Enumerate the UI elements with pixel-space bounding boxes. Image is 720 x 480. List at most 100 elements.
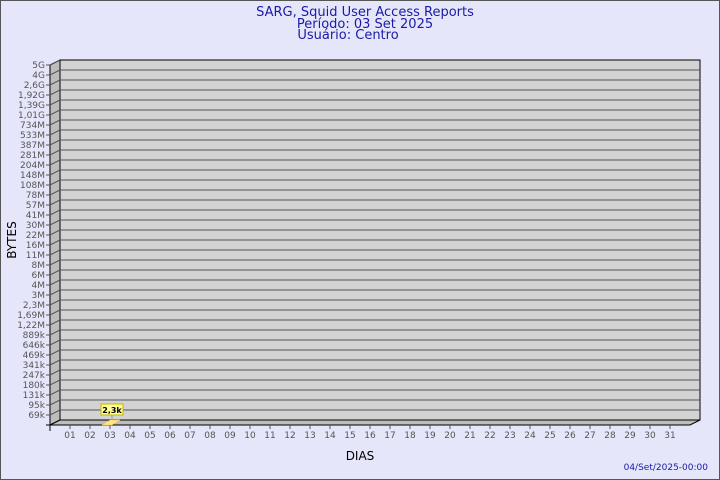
y-tick-label: 148M [20, 171, 45, 181]
x-tick-label: 18 [404, 431, 416, 441]
y-tick [46, 119, 61, 126]
y-tick-label: 5G [32, 61, 45, 71]
y-tick [46, 369, 61, 376]
y-tick [46, 399, 61, 406]
x-tick-label: 13 [304, 431, 315, 441]
y-tick [46, 219, 61, 226]
y-tick [46, 229, 61, 236]
x-tick-label: 20 [444, 431, 456, 441]
y-tick-label: 387M [20, 141, 45, 151]
y-tick-label: 341k [23, 361, 46, 371]
x-tick-label: 22 [484, 431, 495, 441]
x-tick-label: 19 [424, 431, 436, 441]
y-tick-label: 16M [26, 241, 45, 251]
y-tick [46, 109, 61, 116]
y-tick-label: 4M [32, 281, 46, 291]
x-tick-label: 05 [144, 431, 155, 441]
y-tick-label: 11M [26, 251, 45, 261]
y-tick [46, 389, 61, 396]
y-tick [46, 99, 61, 106]
y-tick-label: 30M [26, 221, 45, 231]
x-tick-label: 26 [564, 431, 576, 441]
x-tick-label: 07 [184, 431, 195, 441]
y-tick [46, 239, 61, 246]
y-tick-label: 889k [23, 331, 46, 341]
y-tick-label: 69k [28, 411, 45, 421]
y-tick [46, 269, 61, 276]
y-tick-label: 533M [20, 131, 45, 141]
y-tick-label: 646k [23, 341, 46, 351]
y-tick [46, 199, 61, 206]
x-tick-label: 03 [104, 431, 115, 441]
y-tick-label: 3M [32, 291, 46, 301]
x-tick-label: 24 [524, 431, 536, 441]
x-axis-label: DIAS [346, 449, 375, 463]
bar-day-03 [101, 419, 121, 426]
y-tick [46, 259, 61, 266]
y-tick-label: 6M [32, 271, 46, 281]
x-tick-label: 31 [664, 431, 675, 441]
y-tick [46, 129, 61, 136]
y-tick-label: 204M [20, 161, 45, 171]
y-tick-label: 1,01G [18, 111, 45, 121]
y-tick [46, 279, 61, 286]
y-tick [46, 249, 61, 256]
x-tick-label: 27 [584, 431, 595, 441]
y-tick-label: 1,69M [17, 311, 45, 321]
y-tick-label: 8M [32, 261, 46, 271]
chart-user: Usuário: Centro [297, 28, 398, 43]
y-tick-label: 734M [20, 121, 45, 131]
x-tick-label: 12 [284, 431, 295, 441]
x-tick-label: 09 [224, 431, 236, 441]
y-tick [46, 349, 61, 356]
y-tick [46, 329, 61, 336]
x-tick-label: 02 [84, 431, 95, 441]
y-tick [46, 69, 61, 76]
x-tick-label: 17 [384, 431, 395, 441]
y-tick-label: 1,92G [18, 91, 45, 101]
x-tick-label: 29 [624, 431, 636, 441]
y-tick [46, 299, 61, 306]
x-tick-label: 21 [464, 431, 475, 441]
y-tick [46, 409, 61, 416]
x-tick-label: 10 [244, 431, 256, 441]
y-tick [46, 319, 61, 326]
y-tick-label: 4G [32, 71, 45, 81]
x-tick-label: 04 [124, 431, 136, 441]
chart-title: SARG, Squid User Access Reports [256, 5, 474, 20]
y-tick [46, 159, 61, 166]
y-tick-label: 281M [20, 151, 45, 161]
y-tick-label: 41M [26, 211, 45, 221]
x-tick-label: 06 [164, 431, 176, 441]
x-tick-label: 14 [324, 431, 336, 441]
y-tick-label: 469k [23, 351, 46, 361]
x-tick-label: 16 [364, 431, 376, 441]
y-tick-label: 108M [20, 181, 45, 191]
y-tick [46, 309, 61, 316]
x-tick-label: 30 [644, 431, 656, 441]
y-tick-label: 78M [26, 191, 45, 201]
y-tick [46, 169, 61, 176]
y-tick-label: 2,3M [23, 301, 45, 311]
y-tick-label: 180k [23, 381, 46, 391]
y-tick [46, 79, 61, 86]
y-tick-label: 95k [28, 401, 45, 411]
timestamp: 04/Set/2025-00:00 [624, 463, 709, 473]
x-tick-label: 23 [504, 431, 515, 441]
y-tick [46, 209, 61, 216]
bar-label: 2,3k [102, 406, 122, 415]
y-axis-label: BYTES [5, 221, 19, 258]
y-tick [46, 189, 61, 196]
x-tick-label: 08 [204, 431, 216, 441]
x-tick-label: 28 [604, 431, 616, 441]
y-tick-label: 247k [23, 371, 46, 381]
y-tick [46, 149, 61, 156]
x-tick-label: 25 [544, 431, 555, 441]
bar-label-box [100, 403, 124, 416]
floor [49, 419, 701, 426]
y-tick [46, 139, 61, 146]
y-tick-label: 22M [26, 231, 45, 241]
y-tick [46, 379, 61, 386]
y-tick [46, 359, 61, 366]
